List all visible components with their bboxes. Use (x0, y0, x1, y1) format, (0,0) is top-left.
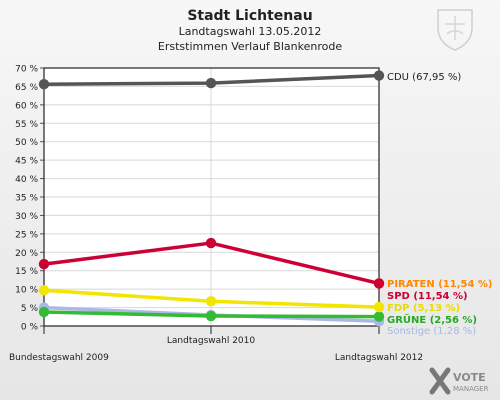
series-end-label: SPD (11,54 %) (387, 291, 468, 302)
x-vote-icon (429, 367, 451, 395)
logo-text-manager: MANAGER (453, 385, 489, 393)
y-tick-label: 35 % (15, 194, 38, 204)
chart-subtitle-district: Erststimmen Verlauf Blankenrode (157, 40, 343, 53)
y-tick-label: 45 % (15, 157, 38, 167)
y-tick-label: 70 % (15, 65, 38, 75)
series-end-label: PIRATEN (11,54 %) (387, 279, 493, 290)
y-tick-label: 40 % (15, 175, 38, 185)
y-tick-label: 0 % (21, 323, 39, 333)
y-tick-label: 5 % (21, 304, 39, 314)
data-point-spd (373, 278, 385, 289)
series-end-label: GRÜNE (2,56 %) (387, 312, 477, 326)
y-tick-label: 20 % (15, 249, 38, 259)
y-tick-label: 30 % (15, 212, 38, 222)
x-tick-label: Bundestagswahl 2009 (9, 353, 109, 363)
data-point-fdp (38, 285, 50, 296)
data-point-cdu (38, 79, 50, 90)
y-tick-label: 10 % (15, 286, 38, 296)
y-tick-label: 25 % (15, 230, 38, 240)
y-tick-label: 50 % (15, 138, 38, 148)
series-end-label: FDP (5,13 %) (387, 303, 460, 314)
x-tick-label: Landtagswahl 2010 (167, 336, 256, 346)
logo-text-vote: VOTE (453, 371, 486, 384)
data-point-cdu (205, 77, 217, 89)
y-tick-label: 55 % (15, 120, 38, 130)
vote-manager-logo: VOTE MANAGER (429, 367, 489, 395)
coat-of-arms-icon (437, 9, 473, 51)
data-point-grüne (38, 306, 50, 318)
series-end-label: CDU (67,95 %) (387, 72, 461, 83)
data-point-fdp (373, 301, 385, 313)
y-tick-label: 65 % (15, 83, 38, 93)
data-point-fdp (205, 296, 217, 307)
data-point-spd (205, 237, 217, 249)
data-point-grüne (205, 310, 217, 322)
data-point-spd (38, 258, 50, 270)
data-point-grüne (373, 311, 385, 322)
y-tick-label: 60 % (15, 101, 38, 111)
chart-subtitle-election: Landtagswahl 13.05.2012 (178, 25, 322, 38)
y-tick-label: 15 % (15, 267, 38, 277)
series-end-label: Sonstige (1,28 %) (387, 326, 476, 337)
data-point-cdu (373, 70, 385, 81)
x-tick-label: Landtagswahl 2012 (335, 353, 423, 363)
chart-title: Stadt Lichtenau (187, 8, 313, 24)
